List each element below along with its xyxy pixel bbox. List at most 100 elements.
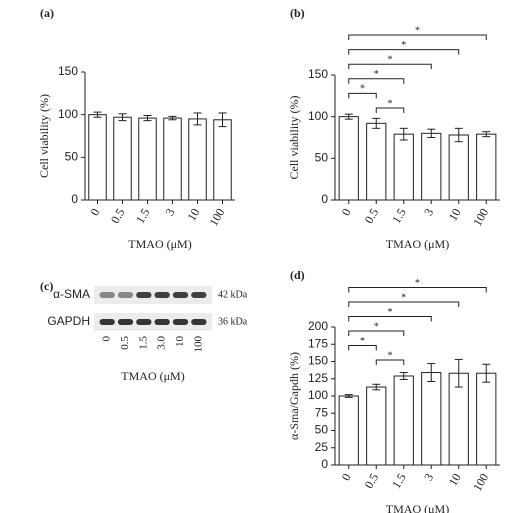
y-tick-label: 50 bbox=[65, 150, 79, 164]
significance-bracket bbox=[348, 92, 377, 99]
bar bbox=[393, 375, 414, 466]
x-tick-label: 1.5 bbox=[133, 206, 153, 226]
bar bbox=[338, 395, 359, 466]
blot-strip bbox=[94, 286, 212, 304]
bar bbox=[476, 372, 497, 466]
significance-bracket bbox=[348, 330, 405, 336]
y-tick-label: 75 bbox=[315, 405, 329, 419]
bar bbox=[421, 132, 442, 201]
significance-label: * bbox=[374, 69, 379, 80]
significance-bracket bbox=[348, 63, 432, 70]
y-tick-label: 50 bbox=[315, 423, 329, 437]
lane-label: 3.0 bbox=[156, 336, 168, 350]
blot-band bbox=[154, 319, 170, 325]
x-tick-label: 1.5 bbox=[389, 471, 409, 491]
x-tick-label: 0.5 bbox=[362, 206, 382, 226]
panel-label: (d) bbox=[290, 268, 305, 282]
significance-label: * bbox=[388, 54, 393, 65]
x-tick-label: 0 bbox=[339, 206, 354, 218]
x-tick-label: 10 bbox=[446, 206, 464, 223]
x-tick-label: 0.5 bbox=[362, 471, 382, 491]
bar bbox=[476, 133, 497, 201]
x-tick-label: 100 bbox=[206, 206, 227, 229]
size-label: 42 kDa bbox=[218, 289, 248, 300]
size-label: 36 kDa bbox=[218, 316, 248, 327]
blot-band bbox=[117, 319, 134, 325]
significance-label: * bbox=[415, 278, 420, 289]
x-axis-label: TMAO (μM) bbox=[128, 237, 191, 251]
significance-bracket bbox=[375, 359, 405, 365]
blot-band bbox=[136, 319, 152, 325]
x-tick-label: 100 bbox=[470, 206, 491, 229]
y-axis-label: Cell viability (%) bbox=[287, 96, 301, 180]
bar bbox=[138, 117, 157, 201]
significance-bracket bbox=[348, 287, 487, 293]
blot-band bbox=[99, 292, 115, 298]
panel-label: (a) bbox=[40, 6, 54, 20]
significance-bracket bbox=[348, 49, 460, 55]
row-label: GAPDH bbox=[47, 314, 90, 328]
significance-label: * bbox=[360, 84, 365, 95]
y-tick-label: 100 bbox=[308, 388, 328, 402]
blot-band bbox=[191, 292, 207, 298]
blot-band bbox=[172, 319, 189, 325]
blot-band bbox=[172, 292, 189, 298]
panel-label: (c) bbox=[40, 279, 53, 293]
y-tick-label: 150 bbox=[308, 67, 328, 81]
bar bbox=[366, 386, 387, 466]
significance-bracket bbox=[348, 301, 460, 307]
blot-band bbox=[191, 319, 207, 325]
bar bbox=[163, 117, 182, 201]
significance-label: * bbox=[388, 98, 393, 109]
y-tick-label: 175 bbox=[308, 336, 328, 350]
panel-label: (b) bbox=[290, 6, 305, 20]
x-axis-label: TMAO (μM) bbox=[386, 237, 449, 251]
lane-label: 0.5 bbox=[119, 336, 131, 350]
significance-bracket bbox=[348, 345, 377, 351]
lane-label: 10 bbox=[174, 336, 186, 348]
x-tick-label: 3 bbox=[162, 206, 177, 218]
y-tick-label: 0 bbox=[71, 192, 78, 206]
blot-band bbox=[154, 292, 170, 298]
significance-label: * bbox=[401, 292, 406, 303]
blot-strip bbox=[94, 313, 212, 331]
bar bbox=[188, 118, 207, 201]
lane-label: 1.5 bbox=[137, 336, 149, 350]
x-tick-label: 100 bbox=[470, 471, 491, 494]
significance-label: * bbox=[401, 40, 406, 51]
bar bbox=[88, 114, 107, 201]
significance-label: * bbox=[374, 321, 379, 332]
significance-bracket bbox=[348, 34, 487, 40]
significance-bracket bbox=[348, 316, 432, 322]
x-tick-label: 3 bbox=[421, 471, 436, 483]
lane-label: 0 bbox=[101, 336, 113, 342]
blot-band bbox=[136, 292, 152, 298]
y-axis-label: Cell viability (%) bbox=[37, 94, 51, 178]
y-tick-label: 150 bbox=[308, 354, 328, 368]
y-tick-label: 200 bbox=[308, 319, 328, 333]
significance-bracket bbox=[348, 78, 405, 84]
lane-label: 100 bbox=[192, 336, 204, 353]
y-tick-label: 0 bbox=[321, 192, 328, 206]
x-axis-label: TMAO (μM) bbox=[386, 502, 449, 513]
x-tick-label: 10 bbox=[446, 471, 464, 488]
y-axis-label: α-Sma/Gapdh (%) bbox=[287, 352, 301, 440]
x-tick-label: 3 bbox=[421, 206, 436, 218]
significance-bracket bbox=[375, 107, 405, 113]
x-tick-label: 10 bbox=[184, 206, 202, 223]
y-tick-label: 125 bbox=[308, 371, 328, 385]
significance-label: * bbox=[388, 307, 393, 318]
bar bbox=[338, 116, 359, 201]
bar bbox=[113, 116, 132, 201]
significance-label: * bbox=[360, 336, 365, 347]
blot-band bbox=[117, 292, 134, 298]
significance-label: * bbox=[388, 350, 393, 361]
significance-label: * bbox=[415, 25, 420, 36]
y-tick-label: 100 bbox=[58, 107, 78, 121]
bar bbox=[213, 119, 232, 201]
y-tick-label: 100 bbox=[308, 109, 328, 123]
bar bbox=[393, 133, 414, 201]
blot-band bbox=[99, 319, 115, 325]
x-axis-label: TMAO (μM) bbox=[121, 369, 184, 383]
